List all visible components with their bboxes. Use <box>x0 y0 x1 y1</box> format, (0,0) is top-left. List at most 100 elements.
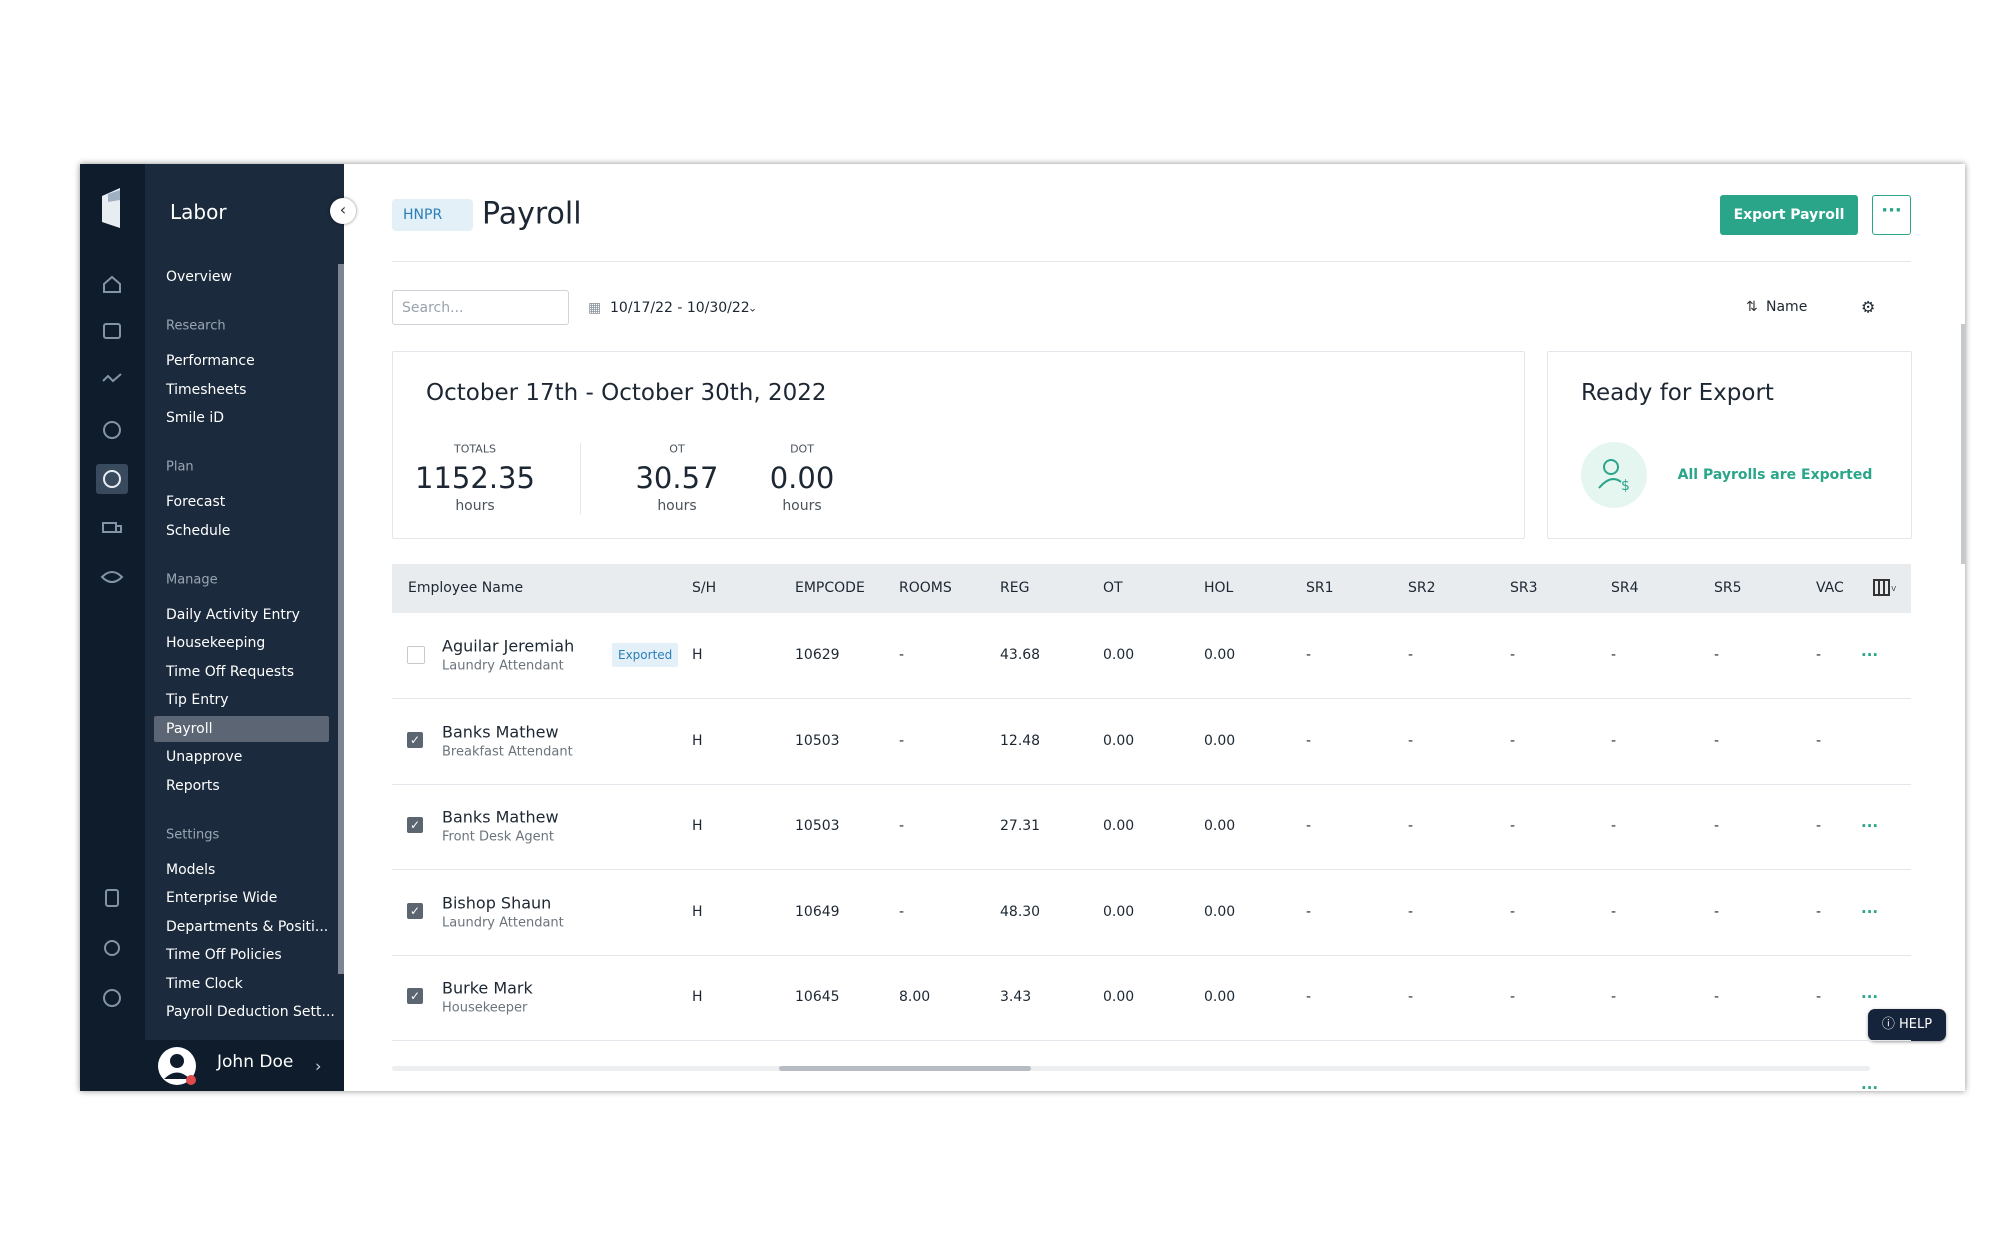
nav-item[interactable]: Enterprise Wide <box>166 890 278 906</box>
cell: - <box>899 732 905 749</box>
cell: 0.00 <box>1103 903 1135 920</box>
column-header: HOL <box>1204 580 1234 596</box>
stat-unit: hours <box>782 498 822 514</box>
employee-role: Laundry Attendant <box>442 915 564 930</box>
cell: 0.00 <box>1103 647 1135 663</box>
column-picker[interactable]: v <box>1873 578 1899 598</box>
cell: - <box>1408 989 1414 1005</box>
property-chip[interactable]: HNPR <box>392 199 473 231</box>
nav-item[interactable]: Time Off Policies <box>166 947 282 963</box>
column-header: ROOMS <box>899 580 952 596</box>
sort[interactable]: Name <box>1766 299 1808 315</box>
row-divider <box>392 1040 1911 1041</box>
nav-section: Plan <box>166 459 194 475</box>
status-badge: Exported <box>612 643 679 667</box>
cell: 48.30 <box>1000 903 1041 920</box>
rail-icons <box>96 188 128 1007</box>
sort-icon[interactable]: ⇅ <box>1746 299 1758 315</box>
search-placeholder[interactable]: Search... <box>402 300 464 316</box>
export-button[interactable]: Export Payroll <box>1720 195 1858 235</box>
chevron[interactable]: ⌄ <box>748 301 758 315</box>
stat-value: 30.57 <box>635 461 719 495</box>
nav-item[interactable]: Payroll Deduction Sett... <box>166 1004 335 1020</box>
help-button[interactable]: ⓘ HELP <box>1868 1009 1946 1041</box>
nav-item[interactable]: Tip Entry <box>166 692 229 708</box>
column-header: SR2 <box>1408 580 1436 596</box>
column-header: SR3 <box>1510 580 1538 596</box>
table-header <box>392 564 1911 613</box>
cell: H <box>692 818 703 834</box>
divider <box>392 261 1911 262</box>
nav-item[interactable]: Overview <box>166 269 232 285</box>
nav-section: Research <box>166 318 226 334</box>
svg-text:v: v <box>1891 584 1897 594</box>
nav-item[interactable]: Models <box>166 861 216 878</box>
settings-icon[interactable]: ⚙ <box>1861 297 1876 317</box>
column-header: OT <box>1103 580 1123 596</box>
cell: - <box>1611 989 1617 1005</box>
search-box[interactable]: Search... <box>392 290 569 325</box>
row-menu[interactable]: ··· <box>1861 817 1879 835</box>
nav-item[interactable]: Unapprove <box>166 749 243 765</box>
checkbox[interactable]: ✓ <box>407 731 423 748</box>
cell: 8.00 <box>899 989 931 1005</box>
cell: - <box>1816 818 1822 834</box>
checkbox[interactable]: ✓ <box>407 817 423 833</box>
nav-item[interactable]: Time Off Requests <box>166 663 294 680</box>
cell: - <box>1816 989 1822 1005</box>
cell: - <box>1611 903 1617 920</box>
summary-card: October 17th - October 30th, 2022 TOTALS… <box>392 351 1525 539</box>
nav-item[interactable]: Departments & Positi... <box>166 918 329 935</box>
cell: 0.00 <box>1204 903 1236 920</box>
employee-name: Banks Mathew <box>442 722 559 741</box>
v-scroll-thumb[interactable] <box>1961 324 1965 564</box>
cell: 3.43 <box>1000 989 1032 1005</box>
date-range[interactable]: 10/17/22 - 10/30/22 <box>610 300 750 316</box>
nav-item[interactable]: Performance <box>166 353 255 369</box>
help-label[interactable]: HELP <box>1899 1017 1933 1032</box>
help-icon[interactable]: ⓘ <box>1881 1017 1900 1032</box>
checkbox[interactable]: ✓ <box>407 988 423 1004</box>
cell: - <box>1510 647 1516 663</box>
cell: - <box>1714 647 1720 663</box>
cell: - <box>1816 647 1822 663</box>
nav-item[interactable]: Smile iD <box>166 410 225 426</box>
user-name[interactable]: John Doe <box>217 1052 294 1072</box>
nav-item[interactable]: Time Clock <box>166 975 243 992</box>
checkbox[interactable]: ✓ <box>407 902 423 919</box>
row-menu[interactable]: ··· <box>1861 902 1879 921</box>
svg-text:$: $ <box>1621 478 1630 494</box>
nav-item[interactable]: Timesheets <box>166 381 247 398</box>
row-menu[interactable]: ··· <box>1861 1079 1879 1091</box>
more-button[interactable]: ··· <box>1872 195 1911 235</box>
column-header: SR5 <box>1714 580 1742 596</box>
checkbox[interactable] <box>407 646 425 664</box>
stat-value: 0.00 <box>769 461 835 495</box>
cell: - <box>899 818 905 834</box>
collapse-button[interactable]: ‹ <box>330 198 356 224</box>
cell: - <box>1714 989 1720 1005</box>
row-menu[interactable]: ··· <box>1861 988 1879 1006</box>
nav-active <box>154 715 329 742</box>
h-scroll-thumb[interactable] <box>779 1066 1031 1071</box>
nav-item[interactable]: Housekeeping <box>166 635 266 651</box>
nav-item[interactable]: Forecast <box>166 494 226 510</box>
cell: - <box>1408 647 1414 663</box>
cell: H <box>692 989 703 1005</box>
cell: 0.00 <box>1103 989 1135 1005</box>
cell: 27.31 <box>1000 818 1041 834</box>
column-header: REG <box>1000 580 1030 596</box>
property[interactable]: HNPR <box>403 207 443 223</box>
employee-name: Banks Mathew <box>442 807 559 827</box>
calendar-icon[interactable]: ▦ <box>588 300 602 316</box>
chevron[interactable]: › <box>315 1056 322 1076</box>
nav-item[interactable]: Payroll <box>166 720 213 737</box>
stat-label: TOTALS <box>454 442 496 456</box>
nav-item[interactable]: Reports <box>166 777 220 794</box>
stat-label: DOT <box>790 442 814 456</box>
nav-item[interactable]: Schedule <box>166 522 231 539</box>
row-menu[interactable]: ··· <box>1861 646 1879 664</box>
app-title: Labor <box>170 200 227 224</box>
h-scroll-track <box>392 1066 1870 1071</box>
nav-item[interactable]: Daily Activity Entry <box>166 606 300 623</box>
